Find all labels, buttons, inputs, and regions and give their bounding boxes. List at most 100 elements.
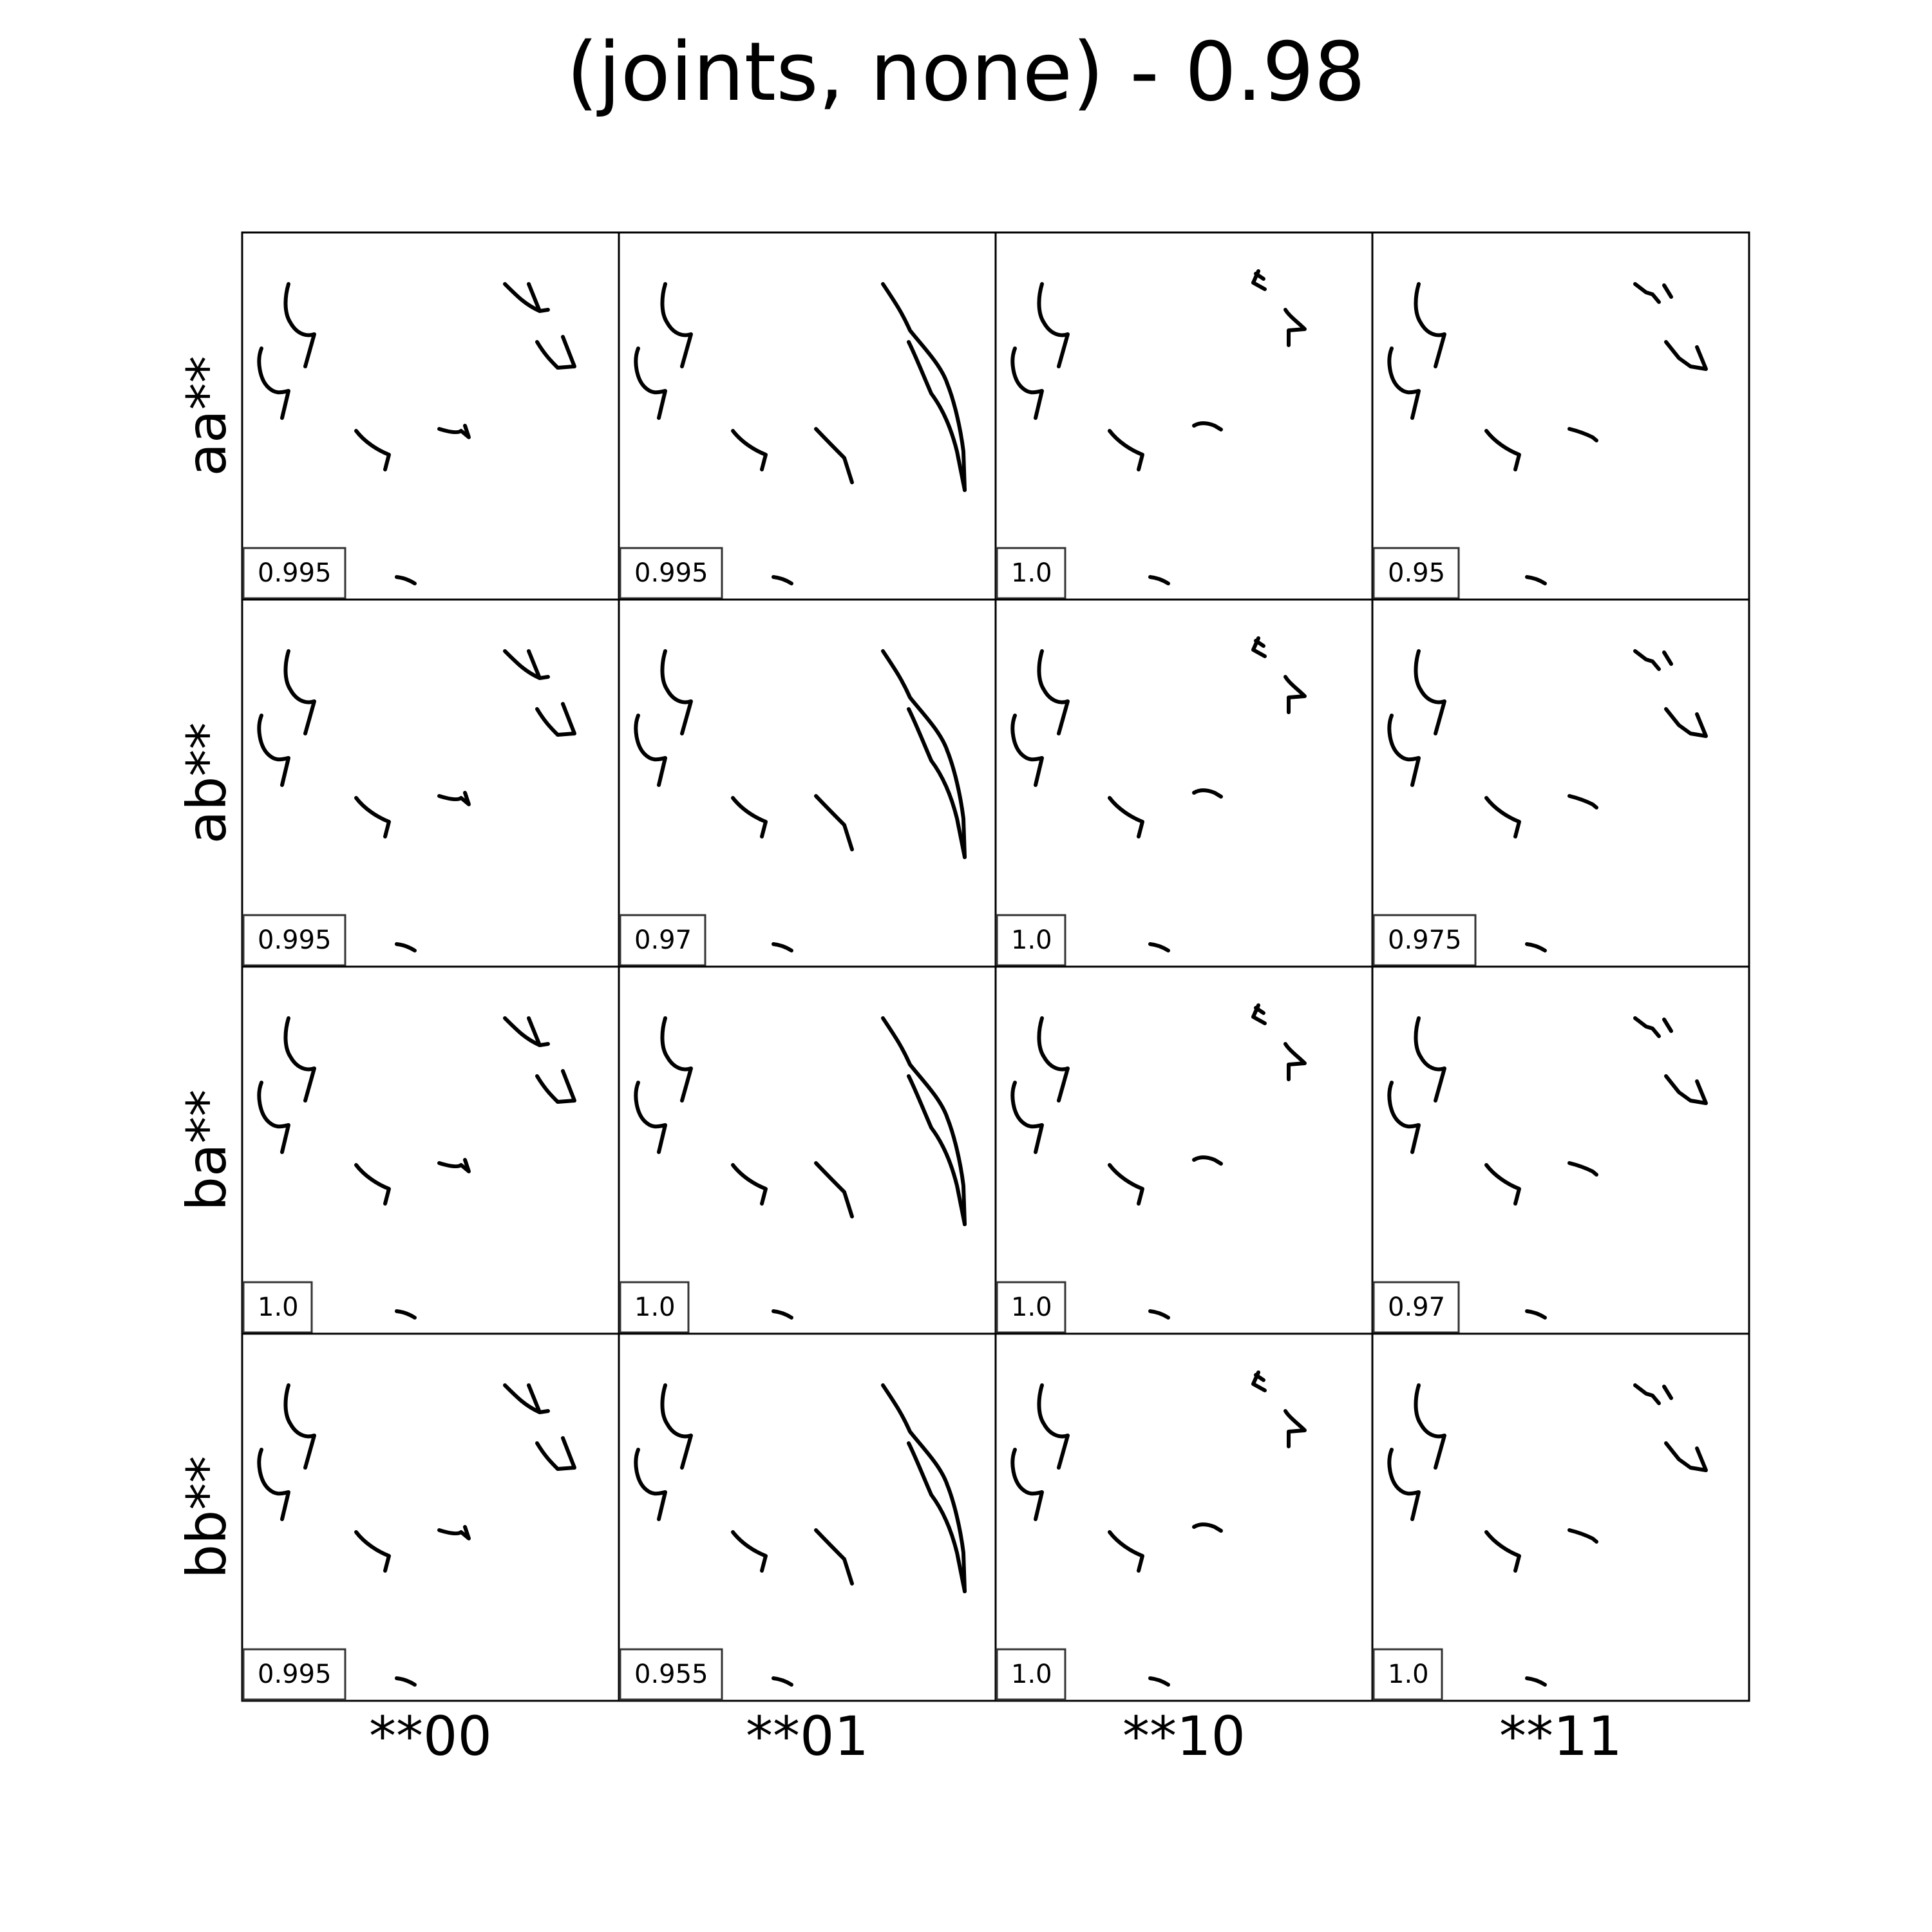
glyph-stroke: [395, 942, 417, 952]
glyph-stroke: [1037, 649, 1070, 735]
glyph-stroke: [634, 1448, 667, 1521]
glyph-stroke: [503, 649, 550, 680]
panel-ba-10: 1.0: [994, 965, 1374, 1335]
panel-frame: [618, 1332, 997, 1702]
glyph-stroke: [772, 1676, 793, 1687]
glyph-stroke: [1414, 1016, 1446, 1103]
score-label: 0.995: [258, 925, 332, 955]
panel-bb-00: 0.995: [241, 1332, 620, 1702]
panel-frame: [241, 231, 620, 601]
glyph-stroke: [1283, 675, 1307, 714]
panel-ab-11: 0.975: [1371, 598, 1750, 968]
panel-frame: [1371, 231, 1750, 601]
glyph-stroke: [535, 702, 576, 737]
glyph-stroke: [881, 649, 967, 859]
glyph-stroke: [1251, 636, 1267, 658]
glyph-stroke: [1108, 429, 1144, 471]
score-box: [242, 914, 346, 967]
glyph-stroke: [257, 1448, 290, 1521]
glyph-stroke: [395, 1309, 417, 1320]
score-box: [996, 914, 1066, 967]
score-box: [996, 1648, 1066, 1701]
glyph-stroke: [1283, 1409, 1307, 1448]
glyph-stroke: [283, 1383, 316, 1470]
glyph-stroke: [1387, 1448, 1421, 1521]
glyph-stroke: [660, 1383, 693, 1470]
glyph-stroke: [1192, 421, 1223, 431]
glyph-stroke: [1484, 429, 1521, 471]
glyph-stroke: [1010, 1081, 1044, 1154]
glyph-stroke: [1010, 346, 1044, 420]
glyph-stroke: [1037, 1383, 1070, 1470]
glyph-stroke: [257, 1081, 290, 1154]
column-label: **11: [1499, 1705, 1622, 1768]
score-label: 1.0: [1011, 1293, 1052, 1322]
glyph-stroke: [1148, 1676, 1170, 1687]
glyph-stroke: [1251, 1370, 1267, 1392]
glyph-stroke: [907, 1441, 967, 1593]
panel-frame: [241, 965, 620, 1335]
row-label: ba**: [175, 1090, 238, 1211]
glyph-stroke: [731, 429, 768, 471]
glyph-stroke: [1633, 649, 1673, 671]
score-label: 1.0: [1011, 1660, 1052, 1689]
glyph-stroke: [1567, 427, 1598, 442]
score-box: [619, 547, 723, 600]
panel-aa-10: 1.0: [994, 231, 1374, 601]
glyph-stroke: [1387, 346, 1421, 420]
panel-frame: [618, 231, 997, 601]
glyph-stroke: [1010, 1448, 1044, 1521]
glyph-stroke: [814, 1528, 854, 1586]
glyph-stroke: [354, 1530, 391, 1573]
glyph-stroke: [1525, 942, 1547, 952]
row-label: bb**: [175, 1456, 238, 1579]
glyph-stroke: [907, 707, 967, 859]
score-box: [996, 1281, 1066, 1334]
glyph-stroke: [1525, 1676, 1547, 1687]
panel-frame: [241, 598, 620, 968]
glyph-stroke: [1148, 1309, 1170, 1320]
score-label: 0.97: [1388, 1293, 1445, 1322]
score-box: [996, 547, 1066, 600]
glyph-stroke: [1108, 796, 1144, 838]
column-label: **00: [369, 1705, 492, 1768]
panel-ba-11: 0.97: [1371, 965, 1750, 1335]
glyph-stroke: [1414, 649, 1446, 735]
glyph-stroke: [881, 1016, 967, 1226]
score-box: [1372, 1281, 1460, 1334]
score-label: 0.955: [634, 1660, 708, 1689]
glyph-stroke: [503, 282, 550, 313]
glyph-stroke: [1148, 942, 1170, 952]
glyph-stroke: [881, 282, 967, 492]
column-labels: **00 **01 **10 **11: [369, 1705, 1622, 1768]
score-box: [242, 547, 346, 600]
row-label: aa**: [175, 356, 238, 477]
glyph-stroke: [1108, 1163, 1144, 1206]
panel-frame: [618, 965, 997, 1335]
score-label: 1.0: [1011, 925, 1052, 955]
score-label: 1.0: [1388, 1660, 1429, 1689]
score-box: [619, 914, 706, 967]
glyph-stroke: [1251, 269, 1267, 291]
glyph-stroke: [1148, 575, 1170, 585]
glyph-stroke: [1192, 788, 1223, 799]
score-label: 1.0: [1011, 558, 1052, 588]
panel-frame: [1371, 965, 1750, 1335]
glyph-stroke: [1633, 282, 1673, 304]
glyph-stroke: [660, 1016, 693, 1103]
glyph-stroke: [660, 649, 693, 735]
panel-ba-00: 1.0: [241, 965, 620, 1335]
glyph-stroke: [1664, 707, 1708, 738]
glyph-stroke: [1414, 1383, 1446, 1470]
glyph-stroke: [1567, 1161, 1598, 1177]
glyph-stroke: [1037, 1016, 1070, 1103]
glyph-stroke: [1251, 1003, 1267, 1025]
glyph-stroke: [395, 1676, 417, 1687]
glyph-stroke: [634, 714, 667, 787]
glyph-stroke: [395, 575, 417, 585]
glyph-stroke: [1387, 714, 1421, 787]
score-label: 1.0: [634, 1293, 676, 1322]
glyph-stroke: [437, 1525, 471, 1540]
glyph-stroke: [814, 427, 854, 484]
